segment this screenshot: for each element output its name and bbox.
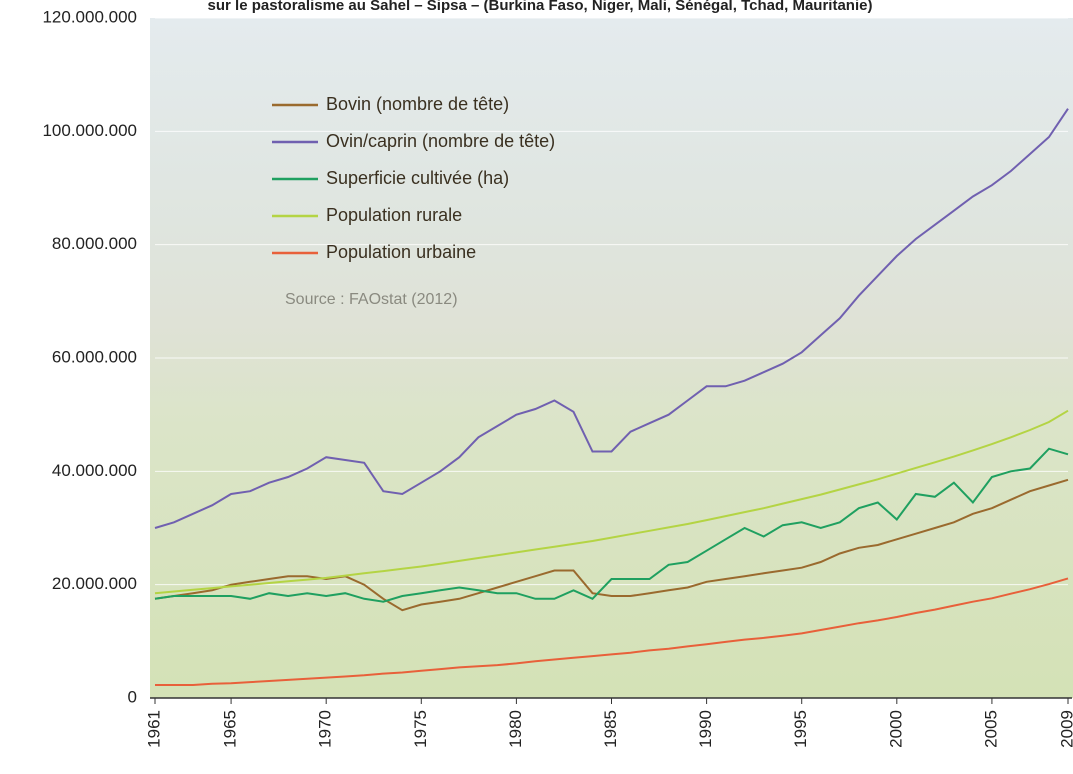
x-tick-label: 1975: [411, 710, 430, 748]
y-tick-label: 60.000.000: [52, 347, 137, 366]
chart-title: sur le pastoralisme au Sahel – Sipsa – (…: [208, 0, 873, 14]
x-tick-label: 1995: [791, 710, 810, 748]
y-tick-label: 120.000.000: [42, 7, 137, 26]
legend-label: Population urbaine: [326, 242, 476, 262]
x-tick-label: 1990: [696, 710, 715, 748]
y-tick-label: 20.000.000: [52, 574, 137, 593]
legend-label: Population rurale: [326, 205, 462, 225]
source-note: Source : FAOstat (2012): [285, 291, 458, 308]
x-tick-label: 2009: [1057, 710, 1073, 748]
x-tick-label: 1965: [221, 710, 240, 748]
x-tick-label: 1970: [316, 710, 335, 748]
y-tick-label: 100.000.000: [42, 121, 137, 140]
x-tick-label: 2000: [886, 710, 905, 748]
series-line: [154, 447, 1069, 603]
series-line: [154, 478, 1069, 612]
y-tick-label: 0: [128, 687, 137, 706]
y-tick-label: 80.000.000: [52, 234, 137, 253]
legend-label: Bovin (nombre de tête): [326, 94, 509, 114]
series-line: [154, 108, 1069, 529]
x-tick-label: 1980: [506, 710, 525, 748]
x-tick-label: 1985: [601, 710, 620, 748]
y-tick-label: 40.000.000: [52, 461, 137, 480]
series-line: [154, 409, 1069, 595]
legend-label: Superficie cultivée (ha): [326, 168, 509, 188]
legend-label: Ovin/caprin (nombre de tête): [326, 131, 555, 151]
x-tick-label: 1961: [144, 710, 163, 748]
series-line: [155, 577, 1069, 686]
x-tick-label: 2005: [981, 710, 1000, 748]
